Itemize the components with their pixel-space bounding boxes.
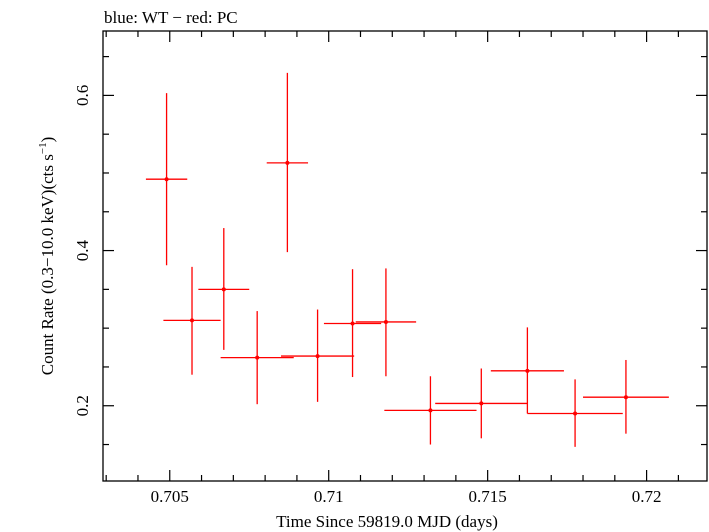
y-axis-label-close: )	[38, 137, 57, 143]
data-point	[266, 72, 309, 253]
x-tick-label: 0.71	[314, 487, 344, 506]
y-tick-label: 0.6	[73, 85, 92, 106]
x-tick-label: 0.72	[632, 487, 662, 506]
point-marker	[315, 354, 320, 359]
axis-tick-labels: 0.705 0.71 0.715 0.72 0.2 0.4 0.6	[73, 85, 661, 506]
data-point	[163, 266, 221, 375]
data-point	[435, 368, 528, 439]
point-marker	[221, 287, 226, 292]
data-point	[220, 311, 294, 405]
y-axis-label: Count Rate (0.3−10.0 keV)(cts s−1)	[37, 137, 57, 376]
chart-title: blue: WT − red: PC	[104, 8, 238, 27]
data-points	[145, 72, 669, 447]
data-point	[355, 268, 417, 377]
data-point	[527, 379, 623, 447]
data-point	[490, 327, 564, 414]
axis-ticks	[103, 31, 707, 481]
point-marker	[428, 408, 433, 413]
y-axis-label-main: Count Rate (0.3−10.0 keV)(cts s	[38, 154, 57, 375]
data-point	[583, 359, 669, 434]
plot-frame	[102, 30, 708, 482]
data-point	[145, 93, 188, 266]
point-marker	[525, 368, 530, 373]
point-marker	[190, 318, 195, 323]
point-marker	[623, 395, 628, 400]
point-marker	[350, 321, 355, 326]
point-marker	[285, 160, 290, 165]
point-marker	[255, 355, 260, 360]
y-tick-label: 0.2	[73, 395, 92, 416]
x-axis-label: Time Since 59819.0 MJD (days)	[276, 512, 498, 531]
data-point	[281, 309, 355, 402]
data-point	[323, 269, 382, 378]
point-marker	[573, 411, 578, 416]
data-point	[198, 228, 250, 350]
x-tick-label: 0.705	[151, 487, 189, 506]
x-tick-label: 0.715	[469, 487, 507, 506]
data-point	[384, 376, 477, 445]
point-marker	[164, 177, 169, 182]
point-marker	[383, 319, 388, 324]
point-marker	[479, 401, 484, 406]
y-tick-label: 0.4	[73, 239, 92, 261]
y-axis-label-exponent: −1	[37, 142, 49, 154]
